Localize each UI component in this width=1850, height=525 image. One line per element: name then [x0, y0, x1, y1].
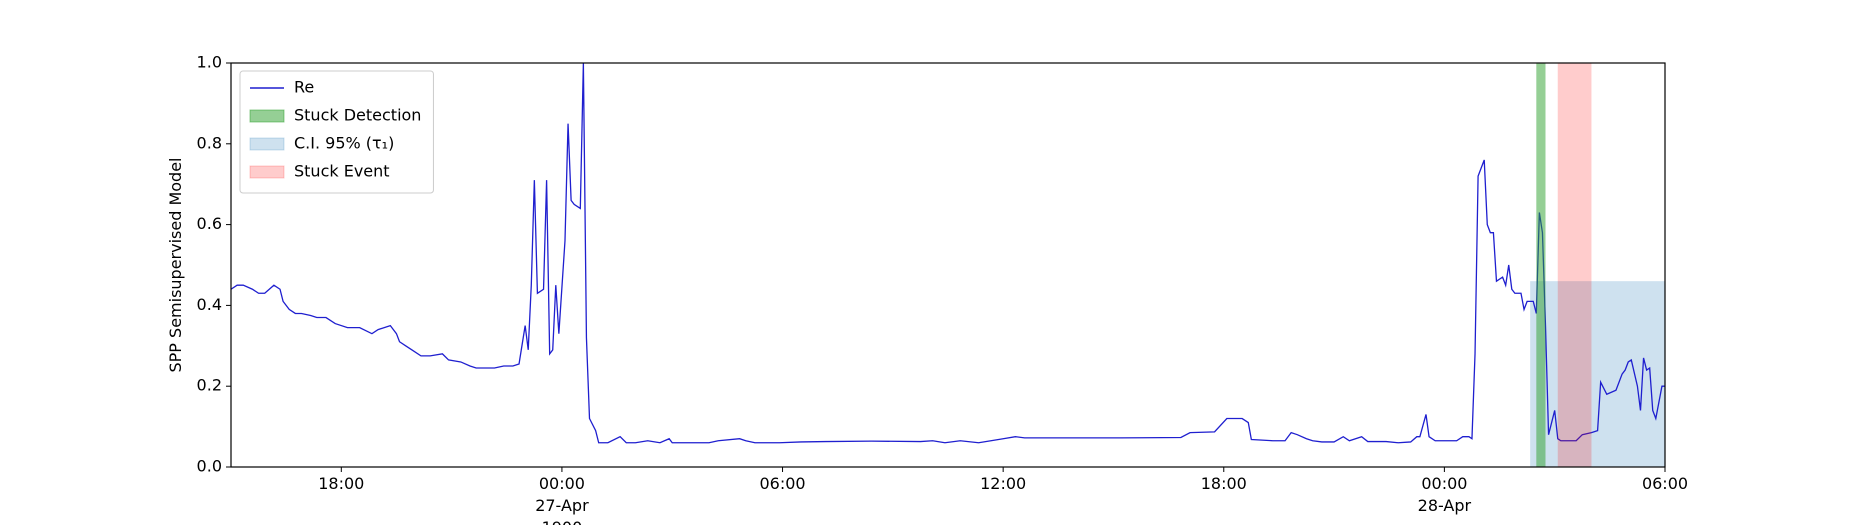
- legend-label: C.I. 95% (τ₁): [294, 134, 394, 153]
- legend: Re Stuck Detection C.I. 95% (τ₁) Stuck Even…: [239, 70, 434, 194]
- legend-swatch: [249, 137, 285, 151]
- y-tick-label: 0.8: [197, 133, 222, 152]
- y-tick-label: 0.4: [197, 295, 222, 314]
- y-tick-label: 0.0: [197, 457, 222, 476]
- legend-label: Stuck Detection: [294, 106, 421, 125]
- legend-swatch: [249, 165, 285, 179]
- x-tick-label: 18:00: [318, 474, 364, 493]
- x-tick-label: 12:00: [980, 474, 1026, 493]
- span: [1557, 63, 1592, 467]
- plot-frame: [230, 62, 1666, 468]
- legend-label: Re: [294, 78, 314, 97]
- y-tick-label: 1.0: [197, 53, 222, 72]
- y-axis-label: SPP Semisupervised Model: [166, 158, 185, 373]
- span: [1530, 281, 1665, 467]
- legend-swatch: [249, 109, 285, 123]
- y-tick-label: 0.6: [197, 214, 222, 233]
- x-tick-label: 18:00: [1201, 474, 1247, 493]
- data-line: [231, 63, 1665, 444]
- x-tick-label: 00:00 28-Apr: [1418, 474, 1472, 515]
- y-tick-label: 0.2: [197, 376, 222, 395]
- x-tick-label: 06:00: [759, 474, 805, 493]
- x-tick-label: 06:00: [1642, 474, 1688, 493]
- legend-box: [239, 70, 434, 194]
- legend-label: Stuck Event: [294, 162, 390, 181]
- span: [1536, 63, 1546, 467]
